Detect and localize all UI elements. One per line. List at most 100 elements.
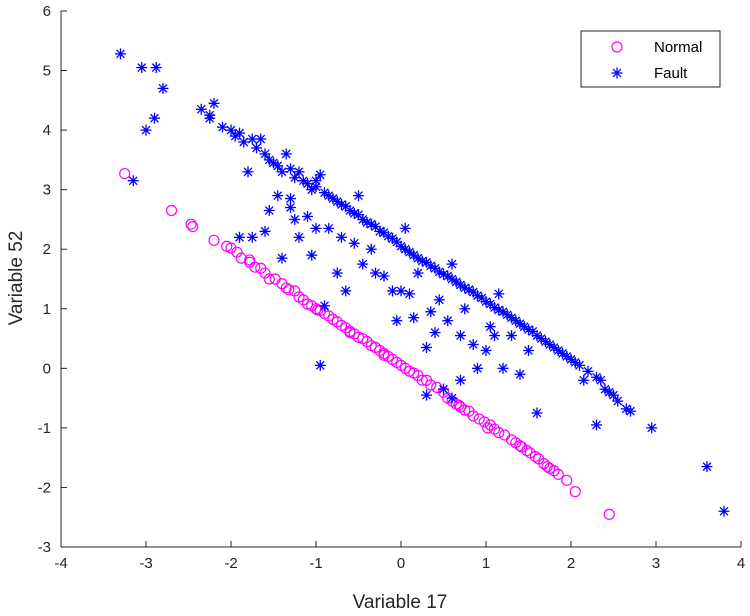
normal-point: [467, 410, 479, 422]
normal-point: [259, 267, 271, 279]
fault-point: [204, 109, 216, 121]
fault-point: [340, 285, 352, 297]
fault-point: [489, 330, 500, 342]
fault-point: [497, 362, 509, 374]
normal-point: [529, 450, 541, 463]
normal-point: [225, 242, 237, 254]
fault-point: [412, 267, 424, 279]
normal-point: [482, 422, 494, 434]
plot-points: [115, 48, 730, 520]
fault-point: [255, 133, 267, 145]
fault-point: [608, 389, 619, 401]
y-tick-label: 4: [43, 122, 51, 139]
fault-point: [348, 237, 360, 249]
fault-point: [149, 112, 160, 124]
x-tick-label: -4: [54, 555, 67, 572]
legend-normal-label: Normal: [654, 39, 702, 56]
normal-point: [544, 462, 556, 474]
legend-normal-marker: [611, 41, 623, 53]
y-tick-label: 0: [43, 360, 51, 377]
fault-point: [574, 359, 585, 371]
x-tick-label: -1: [309, 555, 322, 572]
fault-point: [446, 392, 458, 404]
fault-point: [701, 461, 713, 473]
y-axis-title: Variable 52: [6, 231, 27, 326]
fault-point: [484, 321, 496, 333]
fault-point: [157, 82, 169, 94]
y-tick-label: 6: [43, 3, 51, 20]
fault-point: [302, 178, 313, 190]
y-tick-label: 5: [43, 63, 51, 80]
fault-point: [582, 365, 594, 377]
fault-point: [140, 124, 152, 136]
normal-point: [561, 474, 573, 486]
normal-point: [312, 304, 324, 316]
fault-point: [115, 48, 126, 60]
normal-point: [344, 327, 356, 339]
fault-point: [314, 359, 326, 371]
normal-point: [493, 427, 505, 439]
normal-point: [187, 220, 199, 233]
fault-point: [421, 389, 432, 401]
fault-point: [293, 231, 305, 243]
normal-point: [297, 294, 309, 306]
fault-point: [395, 285, 407, 297]
fault-point: [336, 231, 347, 243]
normal-point: [185, 218, 197, 230]
normal-point: [514, 440, 526, 452]
fault-point: [280, 148, 292, 160]
fault-point: [259, 225, 271, 237]
normal-point: [453, 399, 465, 411]
fault-point: [136, 62, 148, 74]
y-tick-label: -3: [38, 539, 51, 556]
fault-point: [514, 368, 526, 380]
legend-fault-marker: [611, 67, 623, 79]
y-tick-label: 1: [43, 301, 51, 318]
x-tick-label: -3: [139, 555, 152, 572]
fault-point: [234, 127, 245, 139]
fault-point: [238, 136, 250, 148]
fault-point: [480, 344, 492, 356]
fault-point: [472, 362, 483, 374]
fault-point: [523, 344, 534, 356]
fault-point: [531, 407, 543, 419]
y-tick-label: 3: [43, 182, 51, 199]
y-tick-label: -1: [38, 420, 51, 437]
x-tick-label: 4: [737, 555, 745, 572]
fault-point: [357, 258, 369, 270]
normal-point: [484, 419, 496, 431]
fault-point: [319, 300, 330, 312]
fault-point: [272, 160, 284, 172]
x-tick-label: 0: [397, 555, 405, 572]
fault-point: [442, 315, 454, 327]
normal-point: [276, 278, 288, 290]
fault-point: [263, 205, 275, 217]
x-tick-label: 3: [652, 555, 660, 572]
normal-point: [431, 381, 443, 393]
fault-point: [306, 249, 318, 261]
fault-point: [289, 172, 301, 184]
normal-point: [283, 284, 295, 296]
fault-point: [646, 422, 658, 434]
fault-point: [217, 121, 228, 133]
fault-point: [234, 231, 245, 243]
normal-point: [425, 379, 437, 391]
x-axis-title: Variable 17: [353, 592, 448, 613]
normal-point: [208, 234, 220, 246]
fault-point: [603, 386, 615, 398]
normal-point: [416, 374, 428, 386]
fault-point: [276, 166, 288, 178]
fault-point: [497, 306, 509, 318]
fault-point: [370, 267, 381, 279]
fault-point: [595, 374, 607, 386]
fault-point: [625, 405, 636, 417]
fault-series: [115, 48, 730, 517]
normal-point: [378, 349, 390, 361]
fault-point: [195, 103, 207, 115]
fault-point: [225, 124, 237, 136]
fault-point: [467, 339, 479, 351]
fault-point: [272, 190, 284, 202]
fault-point: [246, 133, 258, 145]
normal-point: [552, 468, 564, 480]
fault-point: [293, 166, 305, 178]
